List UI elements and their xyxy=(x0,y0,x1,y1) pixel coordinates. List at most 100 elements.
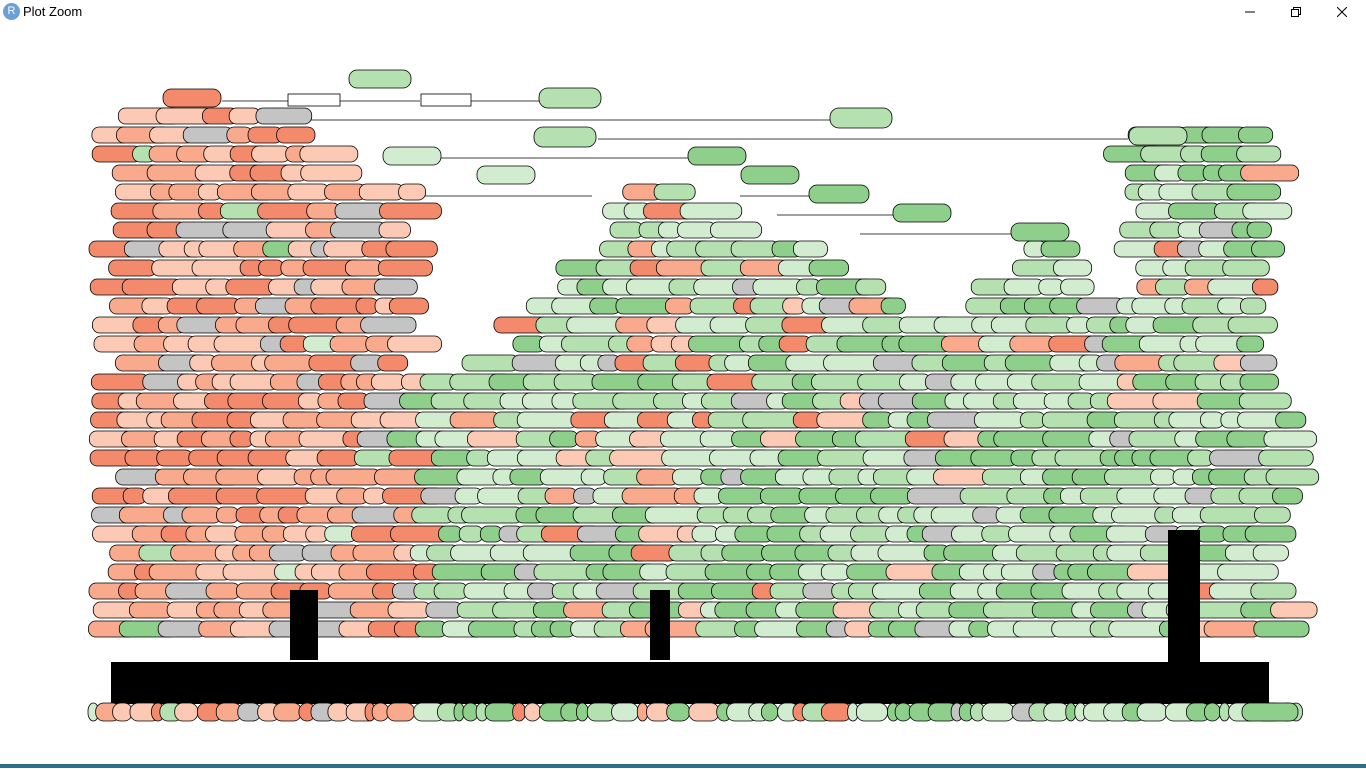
tree-node xyxy=(983,601,1041,619)
tree-node xyxy=(348,69,412,89)
tree-node xyxy=(829,107,893,129)
tree-node xyxy=(793,240,828,258)
tree-node xyxy=(371,373,406,391)
leaf-node xyxy=(611,702,639,722)
tree-node xyxy=(1251,240,1285,258)
tree-node xyxy=(973,411,1026,429)
tree-node xyxy=(358,183,405,201)
tree-node xyxy=(538,87,602,109)
tree-node xyxy=(1265,468,1320,486)
tree-node xyxy=(1246,221,1272,239)
tree-node xyxy=(467,430,524,448)
tree-node xyxy=(1242,202,1293,220)
split-label-strip xyxy=(786,650,1164,662)
tree-node xyxy=(1238,392,1292,410)
tree-node xyxy=(951,525,987,543)
tree-node xyxy=(182,126,234,144)
tree-node xyxy=(162,88,222,108)
tree-node xyxy=(644,506,706,524)
tree-node xyxy=(1254,506,1291,524)
tree-node xyxy=(258,259,285,277)
tree-node xyxy=(387,601,432,619)
tree-node xyxy=(156,449,193,467)
tree-node xyxy=(476,165,536,185)
leaf-node xyxy=(821,702,852,722)
tree-node xyxy=(1104,468,1158,486)
tree-node xyxy=(820,563,851,581)
tree-node xyxy=(1128,126,1188,146)
tree-node xyxy=(752,278,805,296)
tree-node xyxy=(1150,468,1177,486)
tree-node xyxy=(379,202,442,220)
dense-edge-mass xyxy=(111,662,1269,704)
tree-node xyxy=(205,582,241,600)
split-label-box xyxy=(420,93,472,107)
tree-node xyxy=(300,164,363,182)
tree-node xyxy=(1263,430,1318,448)
tree-node xyxy=(287,183,330,201)
tree-node xyxy=(257,468,301,486)
tree-node xyxy=(653,183,696,201)
tree-node xyxy=(621,487,683,505)
tree-node xyxy=(855,278,887,296)
tree-node xyxy=(1010,222,1070,242)
tree-node xyxy=(1217,563,1279,581)
tree-node xyxy=(718,487,767,505)
tree-node xyxy=(1240,164,1300,182)
tree-node xyxy=(639,563,670,581)
tree-node xyxy=(251,145,291,163)
tree-node xyxy=(1275,411,1307,429)
tree-node xyxy=(664,297,695,315)
tree-node xyxy=(1003,278,1045,296)
tree-node xyxy=(398,183,426,201)
window-titlebar: R Plot Zoom xyxy=(0,0,1366,24)
tree-node xyxy=(325,468,381,486)
leaf-node xyxy=(636,702,649,722)
tree-node xyxy=(299,145,359,163)
dense-edge-column xyxy=(650,590,670,660)
tree-node xyxy=(378,221,411,239)
tree-node xyxy=(1196,525,1227,543)
tree-node xyxy=(1236,335,1265,353)
tree-node xyxy=(1252,544,1289,562)
tree-node xyxy=(981,525,1014,543)
tree-node xyxy=(366,563,421,581)
tree-node xyxy=(1038,278,1065,296)
tree-node xyxy=(377,259,433,277)
tree-node xyxy=(553,373,598,391)
tree-node xyxy=(549,430,579,448)
tree-node xyxy=(1236,145,1282,163)
tree-node xyxy=(527,582,557,600)
leaf-node xyxy=(688,702,720,722)
tree-node xyxy=(385,240,438,258)
tree-node xyxy=(1238,126,1274,144)
minimize-icon xyxy=(1245,11,1255,13)
tree-node xyxy=(710,221,763,239)
close-button[interactable] xyxy=(1319,0,1365,24)
tree-node xyxy=(196,297,241,315)
window-title: Plot Zoom xyxy=(23,4,83,19)
close-icon xyxy=(1337,7,1347,17)
tree-node xyxy=(387,335,442,353)
tree-node xyxy=(760,487,805,505)
tree-node xyxy=(330,221,387,239)
leaf-node xyxy=(174,702,199,722)
tree-node xyxy=(1272,487,1303,505)
tree-node xyxy=(1270,601,1318,619)
minimize-button[interactable] xyxy=(1227,0,1273,24)
split-label-strip xyxy=(196,650,272,662)
taskbar-edge xyxy=(0,764,1366,768)
restore-icon xyxy=(1291,7,1301,17)
tree-node xyxy=(933,468,990,486)
tree-node xyxy=(108,259,158,277)
restore-button[interactable] xyxy=(1273,0,1319,24)
decision-tree-plot xyxy=(87,69,1320,722)
tree-node xyxy=(382,146,442,166)
r-app-icon: R xyxy=(3,3,20,20)
tree-node xyxy=(1251,278,1279,296)
tree-node xyxy=(1004,354,1057,372)
split-label-strip xyxy=(112,650,192,662)
tree-node xyxy=(268,544,308,562)
tree-node xyxy=(256,487,313,505)
tree-node xyxy=(215,487,264,505)
